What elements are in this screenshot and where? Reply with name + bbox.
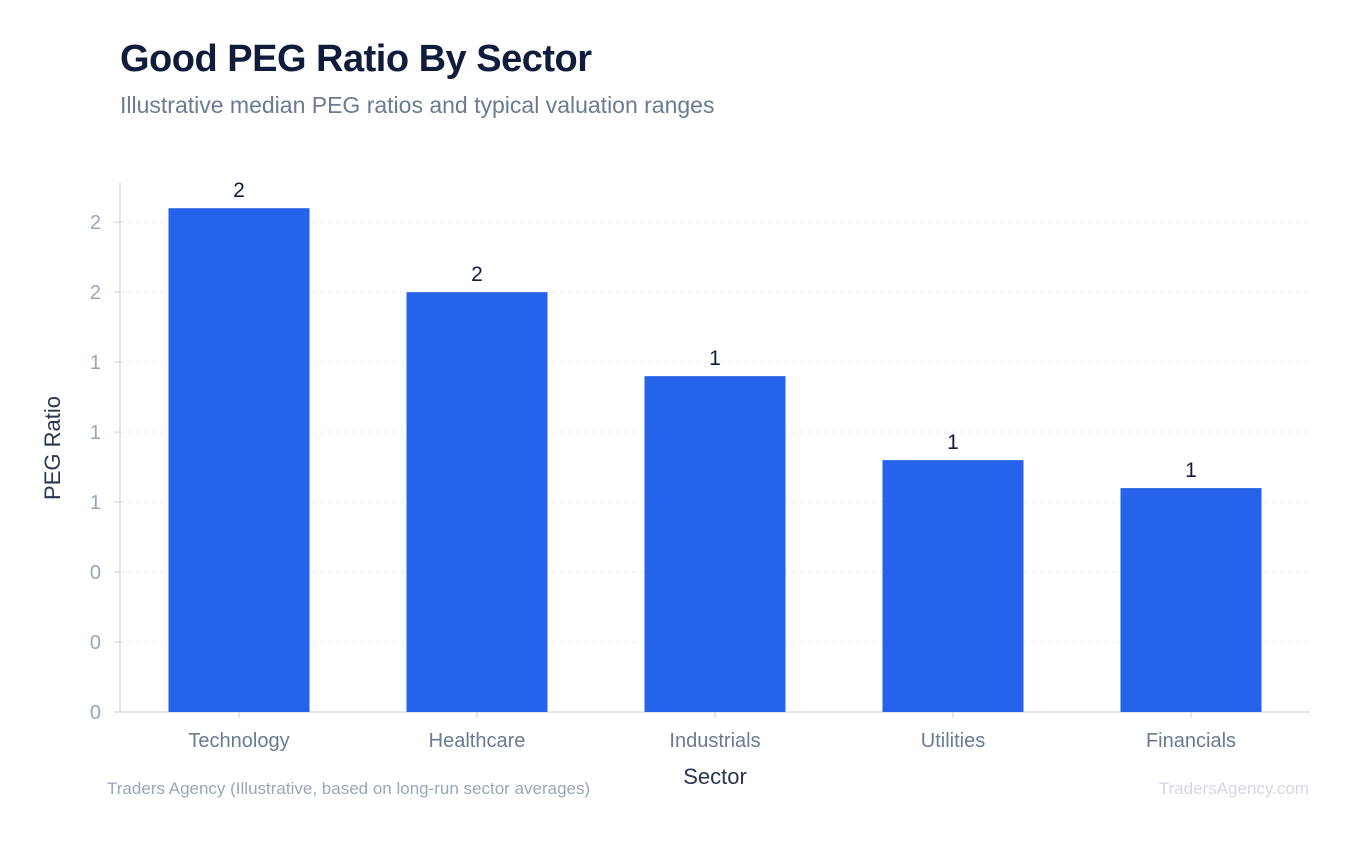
bar	[406, 292, 548, 712]
x-tick-label: Healthcare	[429, 730, 526, 752]
x-tick-label: Industrials	[669, 730, 760, 752]
y-axis-label: PEG Ratio	[40, 396, 65, 500]
x-axis-label: Sector	[683, 764, 747, 789]
y-tick-label: 1	[90, 422, 101, 444]
x-tick-label: Utilities	[921, 730, 985, 752]
y-tick-label: 1	[90, 352, 101, 374]
y-tick-label: 2	[90, 282, 101, 304]
bar	[168, 208, 310, 712]
data-label: 1	[1185, 459, 1197, 482]
bar	[644, 376, 786, 712]
data-label: 2	[471, 263, 483, 286]
data-label: 1	[947, 431, 959, 454]
y-tick-label: 0	[90, 562, 101, 584]
bar	[882, 460, 1024, 712]
watermark: TradersAgency.com	[1158, 779, 1309, 798]
data-label: 2	[233, 179, 245, 202]
chart-subtitle: Illustrative median PEG ratios and typic…	[120, 92, 715, 118]
y-tick-label: 2	[90, 212, 101, 234]
x-tick-label: Technology	[188, 730, 289, 752]
bar	[1120, 488, 1262, 712]
x-tick-label: Financials	[1146, 730, 1236, 752]
data-label: 1	[709, 347, 721, 370]
source-note: Traders Agency (Illustrative, based on l…	[107, 779, 591, 798]
y-tick-label: 0	[90, 702, 101, 724]
chart-title: Good PEG Ratio By Sector	[120, 38, 592, 80]
y-tick-label: 1	[90, 492, 101, 514]
y-tick-label: 0	[90, 632, 101, 654]
